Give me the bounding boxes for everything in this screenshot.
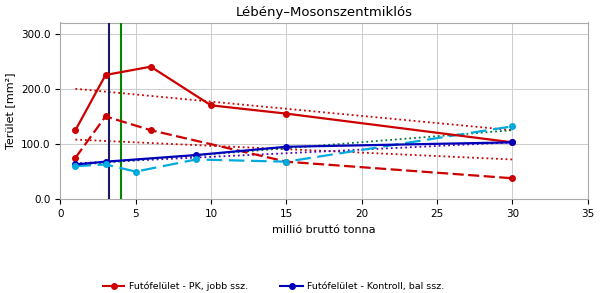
X-axis label: millió bruttó tonna: millió bruttó tonna <box>272 224 376 234</box>
Title: Lébény–Mosonszentmiklós: Lébény–Mosonszentmiklós <box>236 6 413 18</box>
Y-axis label: Terület [mm²]: Terület [mm²] <box>5 73 16 149</box>
Legend: Futófelület - PK, jobb ssz., Futófelület - PK, bal ssz., Futófelület - Kontroll,: Futófelület - PK, jobb ssz., Futófelület… <box>98 278 550 293</box>
